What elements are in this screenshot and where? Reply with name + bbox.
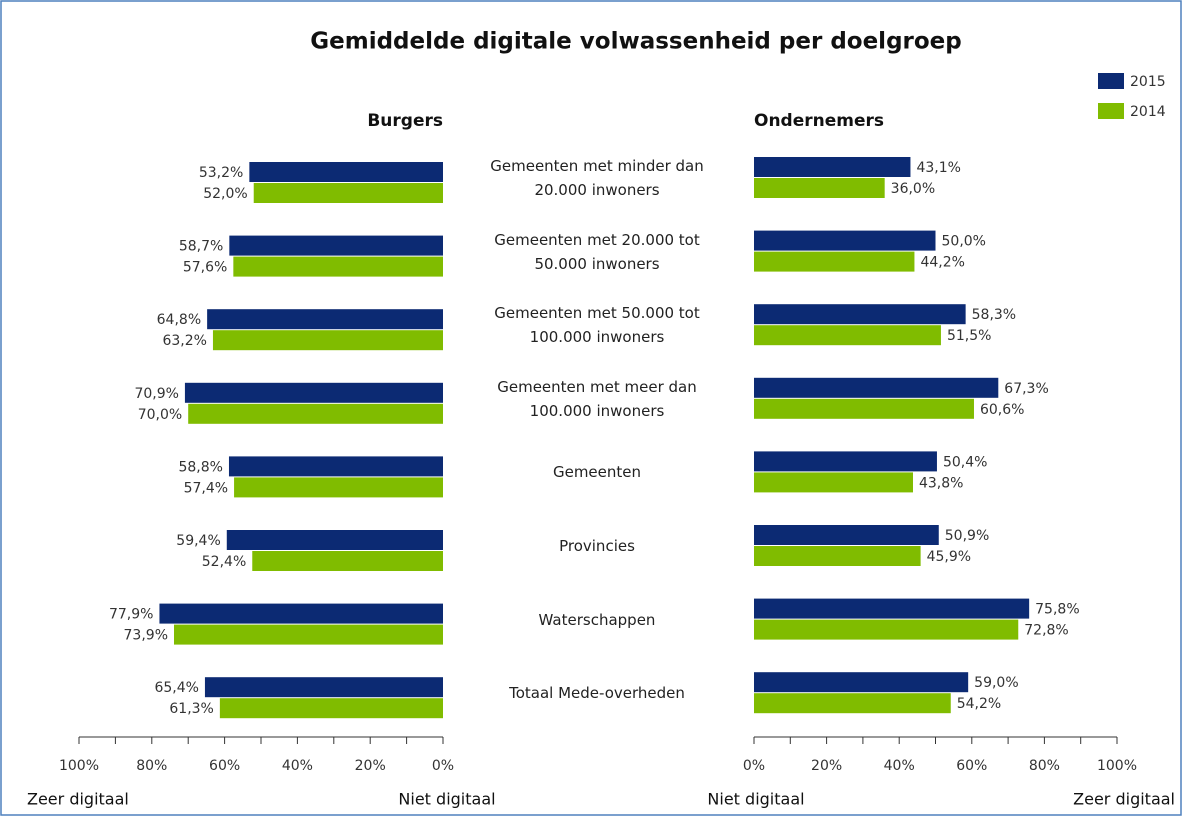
- value-label: 54,2%: [957, 696, 1001, 712]
- value-label: 63,2%: [162, 333, 206, 349]
- bar: [754, 251, 915, 272]
- bar: [754, 525, 939, 545]
- bar: [234, 477, 443, 498]
- category-label: Gemeenten met 50.000 tot 100.000 inwoner…: [494, 304, 700, 347]
- value-label: 58,7%: [179, 239, 223, 255]
- bar: [229, 235, 443, 256]
- bar: [754, 546, 921, 566]
- value-label: 52,4%: [202, 554, 246, 570]
- value-label: 58,8%: [178, 459, 222, 475]
- x-tick-label: 60%: [209, 758, 240, 774]
- bar: [207, 309, 443, 330]
- x-tick-label: 20%: [355, 758, 386, 774]
- value-label: 64,8%: [157, 312, 201, 328]
- category-label: Gemeenten met minder dan 20.000 inwoners: [490, 157, 704, 199]
- bar: [754, 672, 969, 693]
- x-tick-label: 40%: [282, 758, 313, 774]
- bar: [249, 162, 443, 182]
- x-tick-label: 0%: [432, 758, 454, 774]
- value-label: 67,3%: [1004, 381, 1048, 397]
- value-label: 59,0%: [974, 675, 1018, 691]
- x-tick-label: 60%: [956, 758, 987, 774]
- bar: [754, 398, 974, 419]
- bar: [212, 330, 443, 351]
- bar: [233, 256, 443, 277]
- bar: [754, 157, 911, 177]
- value-label: 51,5%: [947, 328, 991, 344]
- bar: [754, 619, 1019, 640]
- bar: [754, 472, 913, 493]
- value-label: 52,0%: [203, 186, 247, 202]
- bar: [226, 530, 443, 550]
- value-label: 61,3%: [169, 701, 213, 717]
- legend-label: 2014: [1130, 104, 1166, 120]
- x-tick-label: 40%: [884, 758, 915, 774]
- category-label: Gemeenten met meer dan 100.000 inwoners: [497, 377, 697, 420]
- bar: [159, 603, 443, 624]
- value-label: 60,6%: [980, 402, 1024, 418]
- value-label: 36,0%: [891, 181, 935, 197]
- value-label: 77,9%: [109, 607, 153, 623]
- bar: [174, 624, 443, 645]
- value-label: 72,8%: [1024, 623, 1068, 639]
- value-label: 43,8%: [919, 475, 963, 491]
- category-label: Gemeenten: [552, 463, 642, 482]
- value-label: 50,9%: [945, 528, 989, 544]
- x-tick-label: 80%: [1029, 758, 1060, 774]
- value-label: 44,2%: [920, 255, 964, 271]
- value-label: 57,4%: [184, 480, 228, 496]
- x-tick-label: 100%: [59, 758, 99, 774]
- bar: [219, 698, 443, 719]
- value-label: 70,0%: [138, 407, 182, 423]
- x-tick-label: 100%: [1097, 758, 1137, 774]
- bar: [754, 693, 951, 714]
- bar: [754, 178, 885, 198]
- axis-label: Niet digitaal: [398, 790, 495, 809]
- legend-swatch: [1098, 73, 1124, 89]
- axis-label: Niet digitaal: [707, 790, 804, 809]
- bar: [754, 451, 937, 472]
- value-label: 57,6%: [183, 260, 227, 276]
- bar: [252, 551, 443, 571]
- bar: [754, 377, 999, 398]
- category-label: Gemeenten met 20.000 tot 50.000 inwoners: [494, 230, 700, 273]
- panel-title: Burgers: [367, 111, 443, 131]
- bar: [754, 230, 936, 251]
- value-label: 58,3%: [972, 307, 1016, 323]
- value-label: 70,9%: [134, 386, 178, 402]
- bar: [184, 382, 443, 403]
- value-label: 73,9%: [124, 628, 168, 644]
- value-label: 43,1%: [916, 160, 960, 176]
- category-label: Waterschappen: [538, 610, 656, 629]
- bar: [754, 304, 966, 325]
- bar: [253, 183, 443, 203]
- x-tick-label: 80%: [136, 758, 167, 774]
- value-label: 50,0%: [942, 234, 986, 250]
- axis-label: Zeer digitaal: [1073, 790, 1175, 809]
- x-tick-label: 20%: [811, 758, 842, 774]
- bar: [204, 677, 443, 698]
- category-label: Provincies: [559, 537, 635, 555]
- bar: [228, 456, 443, 477]
- bar: [188, 403, 443, 424]
- bar: [754, 325, 941, 346]
- x-tick-label: 0%: [743, 758, 765, 774]
- chart-title: Gemiddelde digitale volwassenheid per do…: [310, 29, 961, 55]
- legend-swatch: [1098, 103, 1124, 119]
- bar: [754, 598, 1030, 619]
- panel-title: Ondernemers: [754, 111, 884, 131]
- value-label: 50,4%: [943, 454, 987, 470]
- category-label: Totaal Mede-overheden: [509, 684, 685, 703]
- value-label: 53,2%: [199, 165, 243, 181]
- value-label: 45,9%: [927, 549, 971, 565]
- value-label: 75,8%: [1035, 602, 1079, 618]
- legend-label: 2015: [1130, 74, 1166, 90]
- value-label: 59,4%: [176, 533, 220, 549]
- axis-label: Zeer digitaal: [27, 790, 129, 809]
- value-label: 65,4%: [154, 680, 198, 696]
